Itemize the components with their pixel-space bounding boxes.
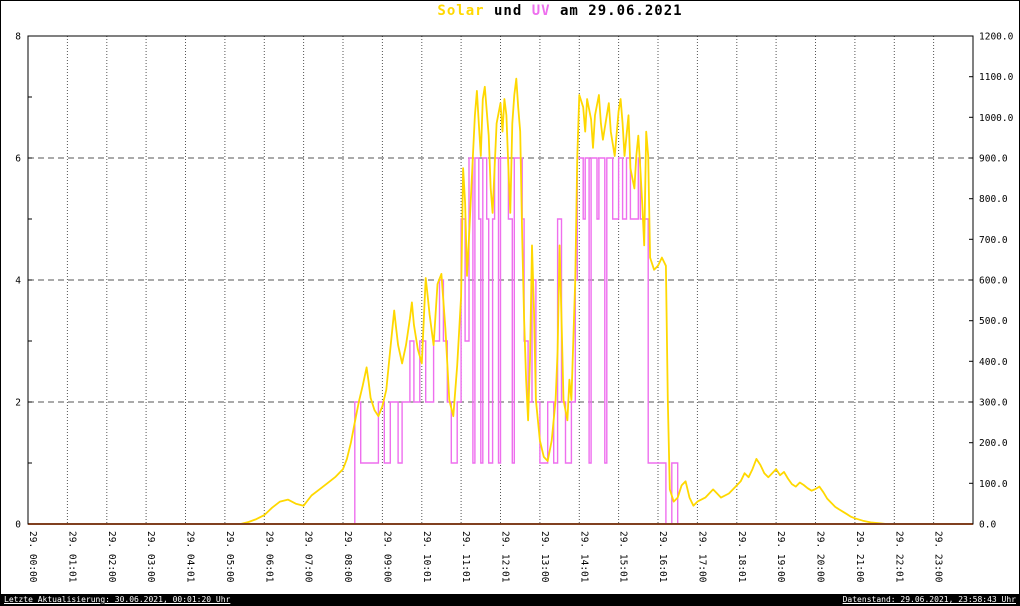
x-axis-label: 29. 17:00 bbox=[696, 531, 707, 583]
right-axis-label: 1000.0 bbox=[979, 113, 1014, 124]
right-axis-label: 1200.0 bbox=[979, 32, 1014, 43]
title-date-text: am 29.06.2021 bbox=[550, 3, 683, 19]
right-axis-label: 600.0 bbox=[979, 276, 1008, 287]
x-axis-label: 29. 11:01 bbox=[460, 531, 471, 583]
right-axis-label: 700.0 bbox=[979, 235, 1008, 246]
title-solar-label: Solar bbox=[437, 3, 485, 19]
left-axis-label: 4 bbox=[15, 276, 21, 287]
right-axis-label: 100.0 bbox=[979, 479, 1008, 490]
right-axis-label: 800.0 bbox=[979, 194, 1008, 205]
chart-title: Solar und UV am 29.06.2021 bbox=[111, 3, 1009, 19]
solar-series-line bbox=[28, 77, 973, 525]
x-axis-label: 29. 13:00 bbox=[539, 531, 550, 583]
left-axis-label: 8 bbox=[15, 32, 21, 43]
x-axis-label: 29. 01:01 bbox=[66, 531, 77, 583]
x-axis-label: 29. 21:00 bbox=[854, 531, 865, 583]
x-axis-label: 29. 07:00 bbox=[303, 531, 314, 583]
right-axis-label: 400.0 bbox=[979, 357, 1008, 368]
status-bar: Letzte Aktualisierung: 30.06.2021, 00:01… bbox=[1, 594, 1019, 605]
x-axis-label: 29. 14:01 bbox=[578, 531, 589, 583]
left-axis-label: 6 bbox=[15, 154, 21, 165]
x-axis-label: 29. 04:01 bbox=[185, 531, 196, 583]
x-axis-label: 29. 15:01 bbox=[618, 531, 629, 583]
x-axis-label: 29. 02:00 bbox=[106, 531, 117, 583]
data-timestamp-text: Datenstand: 29.06.2021, 23:58:43 Uhr bbox=[842, 595, 1016, 604]
x-axis-label: 29. 09:00 bbox=[381, 531, 392, 583]
right-axis-label: 0.0 bbox=[979, 520, 996, 531]
x-axis-label: 29. 12:01 bbox=[500, 531, 511, 583]
x-axis-label: 29. 20:00 bbox=[815, 531, 826, 583]
last-update-text: Letzte Aktualisierung: 30.06.2021, 00:01… bbox=[4, 595, 231, 604]
title-uv-label: UV bbox=[531, 3, 551, 19]
title-und-text: und bbox=[484, 3, 532, 19]
x-axis-label: 29. 03:00 bbox=[145, 531, 156, 583]
left-axis-label: 0 bbox=[15, 520, 21, 531]
x-axis-label: 29. 18:01 bbox=[736, 531, 747, 583]
x-axis-label: 29. 16:01 bbox=[657, 531, 668, 583]
right-axis-label: 900.0 bbox=[979, 154, 1008, 165]
x-axis-label: 29. 10:01 bbox=[421, 531, 432, 583]
uv-series-line bbox=[28, 157, 973, 525]
x-axis-label: 29. 05:00 bbox=[224, 531, 235, 583]
x-axis-label: 29. 00:00 bbox=[27, 531, 38, 583]
left-axis-label: 2 bbox=[15, 398, 21, 409]
right-axis-label: 300.0 bbox=[979, 398, 1008, 409]
x-axis-label: 29. 23:00 bbox=[933, 531, 944, 583]
right-axis-label: 200.0 bbox=[979, 438, 1008, 449]
x-axis-label: 29. 22:01 bbox=[893, 531, 904, 583]
x-axis-label: 29. 08:00 bbox=[342, 531, 353, 583]
right-axis-label: 1100.0 bbox=[979, 72, 1014, 83]
x-axis-label: 29. 06:01 bbox=[263, 531, 274, 583]
right-axis-label: 500.0 bbox=[979, 316, 1008, 327]
x-axis-label: 29. 19:00 bbox=[775, 531, 786, 583]
